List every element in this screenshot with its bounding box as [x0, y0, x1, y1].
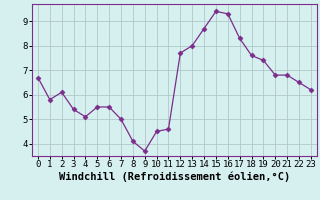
X-axis label: Windchill (Refroidissement éolien,°C): Windchill (Refroidissement éolien,°C) — [59, 172, 290, 182]
